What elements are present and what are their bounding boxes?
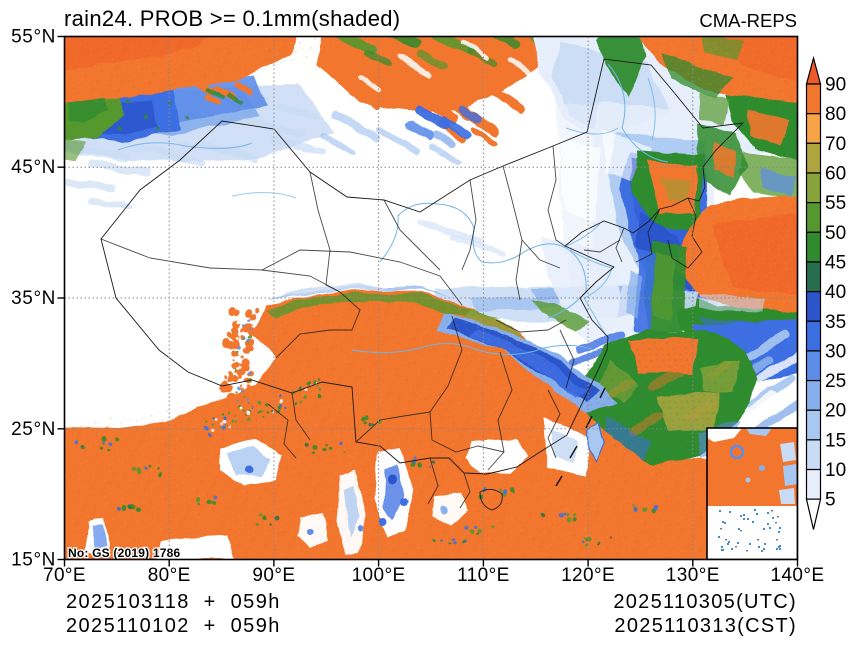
- svg-text:55: 55: [825, 193, 846, 214]
- svg-text:90: 90: [825, 75, 846, 96]
- svg-text:60: 60: [825, 164, 846, 185]
- svg-text:45°N: 45°N: [11, 157, 56, 178]
- svg-text:110°E: 110°E: [457, 565, 510, 586]
- svg-text:2025103118 + 059h: 2025103118 + 059h: [66, 591, 281, 613]
- svg-text:rain24. PROB >= 0.1mm(shaded): rain24. PROB >= 0.1mm(shaded): [64, 6, 400, 31]
- svg-text:70°E: 70°E: [43, 565, 86, 586]
- svg-text:10: 10: [825, 460, 846, 481]
- svg-text:2025110102 + 059h: 2025110102 + 059h: [66, 615, 281, 637]
- svg-text:35: 35: [825, 312, 846, 333]
- svg-text:25°N: 25°N: [11, 419, 56, 440]
- svg-text:45: 45: [825, 252, 846, 273]
- svg-text:15°N: 15°N: [11, 550, 56, 571]
- svg-text:2025110305(UTC): 2025110305(UTC): [613, 591, 797, 613]
- svg-text:15: 15: [825, 430, 846, 451]
- svg-text:80°E: 80°E: [148, 565, 191, 586]
- svg-text:70: 70: [825, 134, 846, 155]
- svg-text:35°N: 35°N: [11, 288, 56, 309]
- svg-text:100°E: 100°E: [352, 565, 406, 586]
- svg-text:30: 30: [825, 341, 846, 362]
- svg-text:CMA-REPS: CMA-REPS: [699, 10, 797, 31]
- svg-text:120°E: 120°E: [561, 565, 615, 586]
- svg-text:50: 50: [825, 223, 846, 244]
- svg-text:80: 80: [825, 104, 846, 125]
- svg-text:No: GS (2019) 1786: No: GS (2019) 1786: [68, 546, 180, 560]
- svg-text:25: 25: [825, 371, 846, 392]
- svg-text:40: 40: [825, 282, 846, 303]
- svg-text:130°E: 130°E: [666, 565, 720, 586]
- svg-text:20: 20: [825, 401, 846, 422]
- svg-text:5: 5: [825, 490, 836, 511]
- svg-text:140°E: 140°E: [771, 565, 825, 586]
- svg-text:2025110313(CST): 2025110313(CST): [614, 615, 797, 637]
- svg-text:55°N: 55°N: [11, 27, 56, 48]
- svg-text:90°E: 90°E: [252, 565, 295, 586]
